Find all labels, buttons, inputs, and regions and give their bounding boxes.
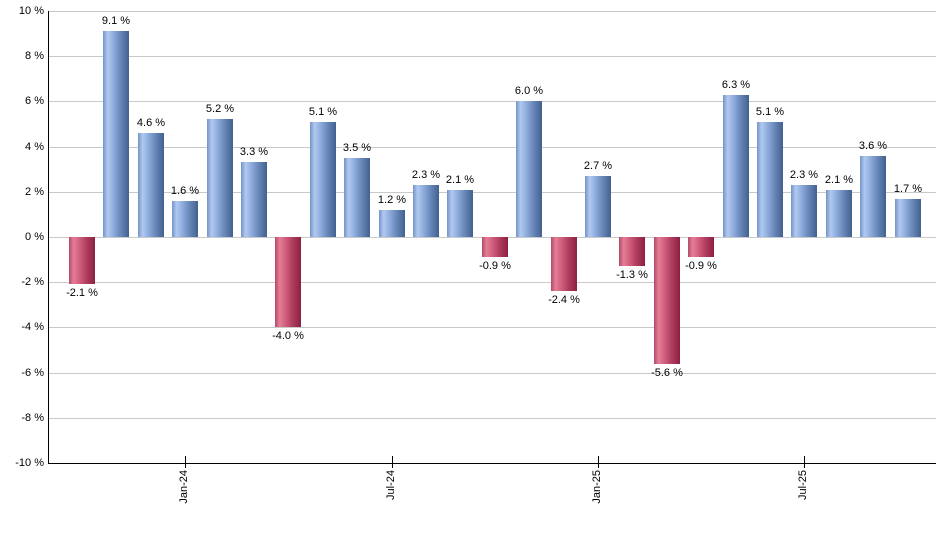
bar-Feb-24[interactable]: [207, 119, 233, 237]
bar-value-label: 3.6 %: [858, 140, 888, 152]
bar-May-24[interactable]: [310, 122, 336, 237]
gridline-10pct: [48, 11, 936, 12]
y-axis-label: 2 %: [25, 186, 44, 198]
bar-value-label: 2.1 %: [445, 174, 475, 186]
gridline--8pct: [48, 418, 936, 419]
bar-value-label: 6.0 %: [514, 85, 544, 97]
bar-Jan-24[interactable]: [172, 201, 198, 237]
x-axis-tick: [392, 456, 393, 468]
bar-Jul-24[interactable]: [379, 210, 405, 237]
bar-Aug-24[interactable]: [413, 185, 439, 237]
bar-value-label: 3.3 %: [239, 146, 269, 158]
bar-Oct-25[interactable]: [895, 199, 921, 237]
bar-Jul-25[interactable]: [791, 185, 817, 237]
bar-value-label: 2.1 %: [824, 174, 854, 186]
bar-value-label: -0.9 %: [479, 260, 511, 272]
bar-Jan-25[interactable]: [585, 176, 611, 237]
bar-Apr-25[interactable]: [688, 237, 714, 257]
bar-value-label: -4.0 %: [272, 330, 304, 342]
bar-value-label: 2.3 %: [789, 169, 819, 181]
bar-value-label: 9.1 %: [101, 15, 131, 27]
bar-value-label: -2.4 %: [548, 294, 580, 306]
bar-Dec-24[interactable]: [551, 237, 577, 291]
bar-Oct-24[interactable]: [482, 237, 508, 257]
y-axis-label: -10 %: [15, 457, 44, 469]
x-axis-label-jul-25: Jul-25: [797, 470, 809, 500]
bar-Dec-23[interactable]: [138, 133, 164, 237]
bar-Jun-24[interactable]: [344, 158, 370, 237]
gridline--4pct: [48, 327, 936, 328]
bar-value-label: -0.9 %: [685, 260, 717, 272]
y-axis-label: 4 %: [25, 141, 44, 153]
x-axis-line: [48, 463, 936, 465]
gridline-6pct: [48, 101, 936, 102]
bar-Jun-25[interactable]: [757, 122, 783, 237]
bar-value-label: 2.7 %: [583, 160, 613, 172]
bar-value-label: 5.1 %: [755, 106, 785, 118]
y-axis-line: [48, 11, 50, 464]
bar-Nov-24[interactable]: [516, 101, 542, 237]
bar-value-label: -1.3 %: [616, 269, 648, 281]
y-axis-label: -4 %: [21, 321, 44, 333]
bar-Sep-24[interactable]: [447, 190, 473, 237]
bar-value-label: -5.6 %: [651, 367, 683, 379]
gridline-2pct: [48, 192, 936, 193]
x-axis-tick: [598, 456, 599, 468]
bar-value-label: 1.7 %: [893, 183, 923, 195]
bar-value-label: 1.2 %: [377, 194, 407, 206]
bar-Nov-23[interactable]: [103, 31, 129, 237]
y-axis-label: 0 %: [25, 231, 44, 243]
y-axis-label: 8 %: [25, 50, 44, 62]
bar-value-label: 5.2 %: [205, 103, 235, 115]
bar-value-label: -2.1 %: [66, 287, 98, 299]
x-axis-label-jan-25: Jan-25: [591, 470, 603, 504]
bar-Mar-24[interactable]: [241, 162, 267, 237]
y-axis-label: -6 %: [21, 367, 44, 379]
bar-Sep-25[interactable]: [860, 156, 886, 237]
gridline--2pct: [48, 282, 936, 283]
gridline-8pct: [48, 56, 936, 57]
bar-value-label: 2.3 %: [411, 169, 441, 181]
bar-Feb-25[interactable]: [619, 237, 645, 266]
bar-value-label: 1.6 %: [170, 185, 200, 197]
x-axis-tick: [185, 456, 186, 468]
gridline-4pct: [48, 147, 936, 148]
y-axis-label: 6 %: [25, 95, 44, 107]
x-axis-label-jul-24: Jul-24: [385, 470, 397, 500]
bar-Oct-23[interactable]: [69, 237, 95, 284]
y-axis-label: -8 %: [21, 412, 44, 424]
y-axis-label: -2 %: [21, 276, 44, 288]
y-axis-label: 10 %: [18, 5, 44, 17]
bar-May-25[interactable]: [723, 95, 749, 237]
gridline--6pct: [48, 373, 936, 374]
bar-Aug-25[interactable]: [826, 190, 852, 237]
bar-value-label: 5.1 %: [308, 106, 338, 118]
x-axis-label-jan-24: Jan-24: [178, 470, 190, 504]
bar-value-label: 4.6 %: [136, 117, 166, 129]
bar-value-label: 3.5 %: [342, 142, 372, 154]
bar-Apr-24[interactable]: [275, 237, 301, 327]
x-axis-tick: [804, 456, 805, 468]
bar-Mar-25[interactable]: [654, 237, 680, 364]
bar-value-label: 6.3 %: [721, 79, 751, 91]
